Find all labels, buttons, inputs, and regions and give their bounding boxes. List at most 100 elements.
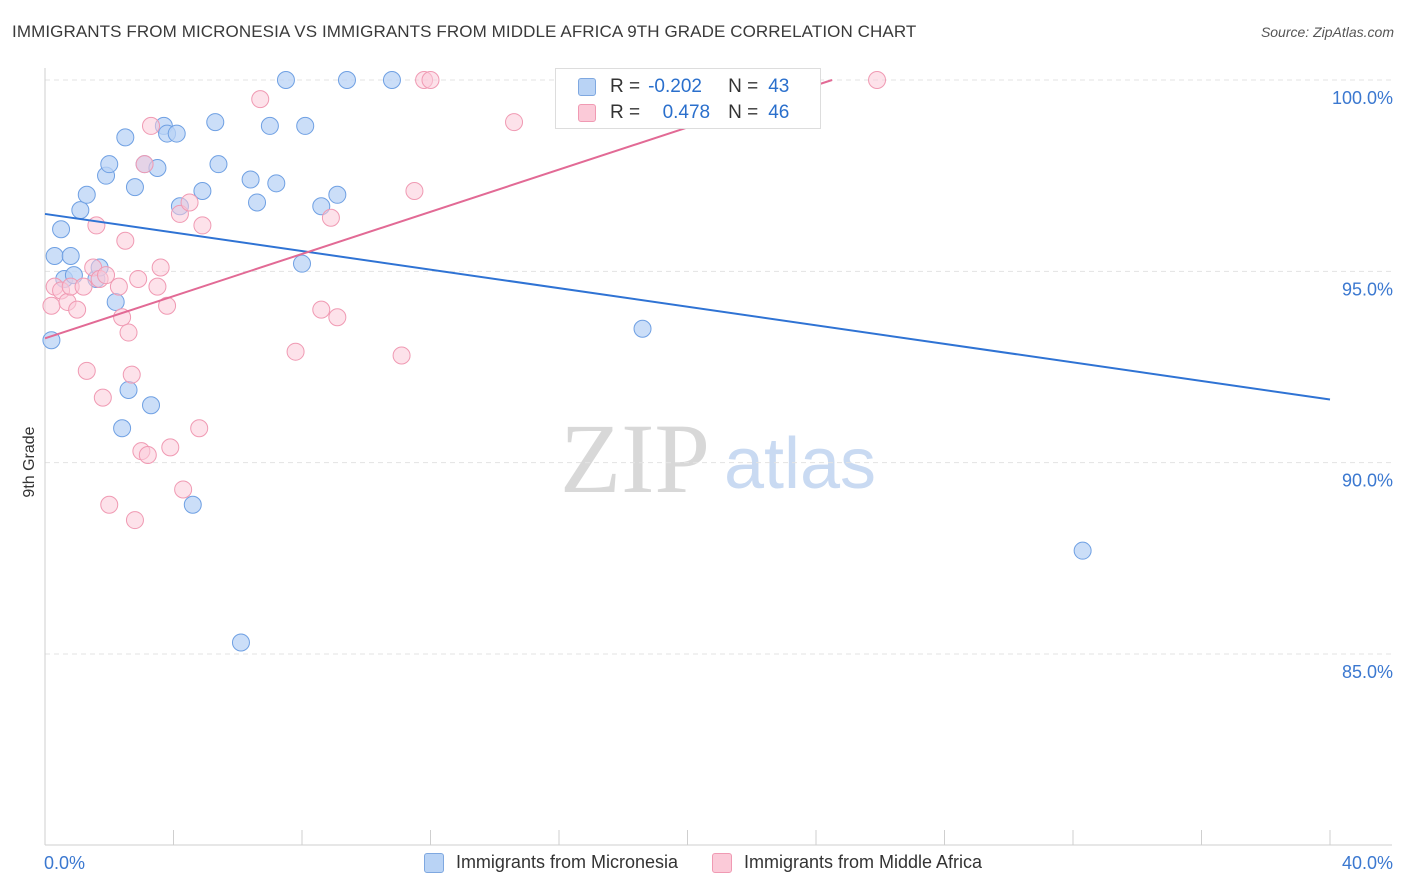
legend-label-middle-africa: Immigrants from Middle Africa (743, 852, 983, 872)
point-middle-africa (174, 480, 193, 499)
point-middle-africa (77, 361, 96, 380)
point-micronesia (241, 170, 260, 189)
point-middle-africa (68, 300, 87, 319)
y-tick-label: 85.0% (1342, 662, 1393, 682)
x-tick-label-min: 0.0% (44, 853, 85, 873)
watermark-atlas: atlas (724, 424, 876, 504)
point-middle-africa (170, 204, 189, 223)
point-micronesia (267, 174, 286, 193)
point-middle-africa (286, 342, 305, 361)
point-micronesia (167, 124, 186, 143)
point-micronesia (61, 247, 80, 266)
point-micronesia (293, 254, 311, 273)
point-micronesia (193, 181, 212, 200)
point-micronesia (142, 396, 161, 415)
point-middle-africa (421, 71, 440, 89)
series-legend: Immigrants from Micronesia Immigrants fr… (0, 852, 1406, 873)
stats-row-middle-africa: R = 0.478 N = 46 (578, 101, 789, 125)
n-value: 43 (768, 76, 790, 97)
x-tick-label-max: 40.0% (1342, 853, 1393, 873)
r-label: R = (610, 76, 641, 97)
y-tick-label: 100.0% (1332, 88, 1393, 108)
point-middle-africa (125, 511, 144, 530)
point-micronesia (71, 201, 90, 220)
legend-swatch-micronesia (423, 852, 444, 873)
point-middle-africa (116, 231, 135, 250)
y-axis-label: 9th Grade (21, 426, 38, 497)
point-middle-africa (122, 365, 141, 384)
point-middle-africa (148, 277, 167, 296)
source-label: Source: ZipAtlas.com (1260, 24, 1394, 40)
point-middle-africa (405, 181, 424, 200)
n-label: N = (728, 102, 759, 123)
n-label: N = (728, 76, 759, 97)
point-micronesia (382, 71, 401, 89)
point-micronesia (100, 155, 119, 174)
point-middle-africa (151, 258, 170, 277)
point-middle-africa (93, 388, 112, 407)
legend-label-micronesia: Immigrants from Micronesia (455, 852, 678, 872)
point-micronesia (260, 116, 279, 135)
point-micronesia (52, 220, 71, 239)
point-micronesia (296, 116, 315, 135)
point-micronesia (248, 193, 267, 212)
point-micronesia (1073, 541, 1092, 560)
r-label: R = (610, 102, 641, 123)
point-micronesia (276, 71, 295, 89)
point-middle-africa (321, 208, 340, 227)
point-middle-africa (328, 308, 347, 327)
stats-legend: R = -0.202 N = 43 R = 0.478 N = 46 (555, 68, 821, 129)
point-middle-africa (868, 71, 887, 89)
point-micronesia (119, 380, 138, 399)
point-micronesia (45, 247, 64, 266)
trend-line-micronesia (44, 212, 1331, 401)
stats-swatch-micronesia (578, 78, 596, 96)
point-micronesia (42, 331, 61, 350)
point-middle-africa (97, 266, 116, 285)
n-value: 46 (768, 102, 790, 123)
point-middle-africa (135, 155, 154, 174)
chart-title: IMMIGRANTS FROM MICRONESIA VS IMMIGRANTS… (12, 22, 917, 41)
watermark-zip: ZIP (560, 403, 710, 514)
legend-swatch-middle-africa (711, 852, 732, 873)
stats-row-micronesia: R = -0.202 N = 43 (578, 75, 789, 99)
point-micronesia (337, 71, 356, 89)
legend-item-micronesia[interactable]: Immigrants from Micronesia (423, 852, 678, 873)
r-value: -0.202 (648, 76, 702, 97)
point-middle-africa (392, 346, 411, 365)
point-middle-africa (129, 269, 148, 288)
point-middle-africa (42, 296, 61, 315)
point-middle-africa (113, 308, 132, 327)
point-micronesia (106, 292, 125, 311)
point-middle-africa (312, 300, 331, 319)
point-middle-africa (161, 438, 180, 457)
point-middle-africa (109, 277, 128, 296)
point-micronesia (206, 113, 225, 132)
point-middle-africa (100, 495, 119, 514)
point-micronesia (116, 128, 135, 147)
point-middle-africa (87, 216, 106, 235)
point-micronesia (209, 155, 228, 174)
point-micronesia (125, 178, 144, 197)
y-tick-label: 95.0% (1342, 279, 1393, 299)
point-micronesia (77, 185, 96, 204)
r-value: 0.478 (662, 102, 711, 123)
point-middle-africa (138, 446, 157, 465)
point-micronesia (312, 197, 331, 216)
y-tick-label: 90.0% (1342, 471, 1393, 491)
point-middle-africa (180, 193, 199, 212)
point-micronesia (231, 633, 250, 652)
point-micronesia (328, 185, 347, 204)
point-middle-africa (193, 216, 212, 235)
stats-swatch-middle-africa (578, 104, 596, 122)
legend-item-middle-africa[interactable]: Immigrants from Middle Africa (711, 852, 983, 873)
point-middle-africa (119, 323, 138, 342)
point-middle-africa (251, 90, 270, 109)
point-micronesia (183, 495, 202, 514)
point-middle-africa (190, 419, 209, 438)
point-middle-africa (74, 277, 93, 296)
point-middle-africa (505, 113, 524, 132)
point-middle-africa (142, 116, 161, 135)
point-micronesia (633, 319, 652, 338)
